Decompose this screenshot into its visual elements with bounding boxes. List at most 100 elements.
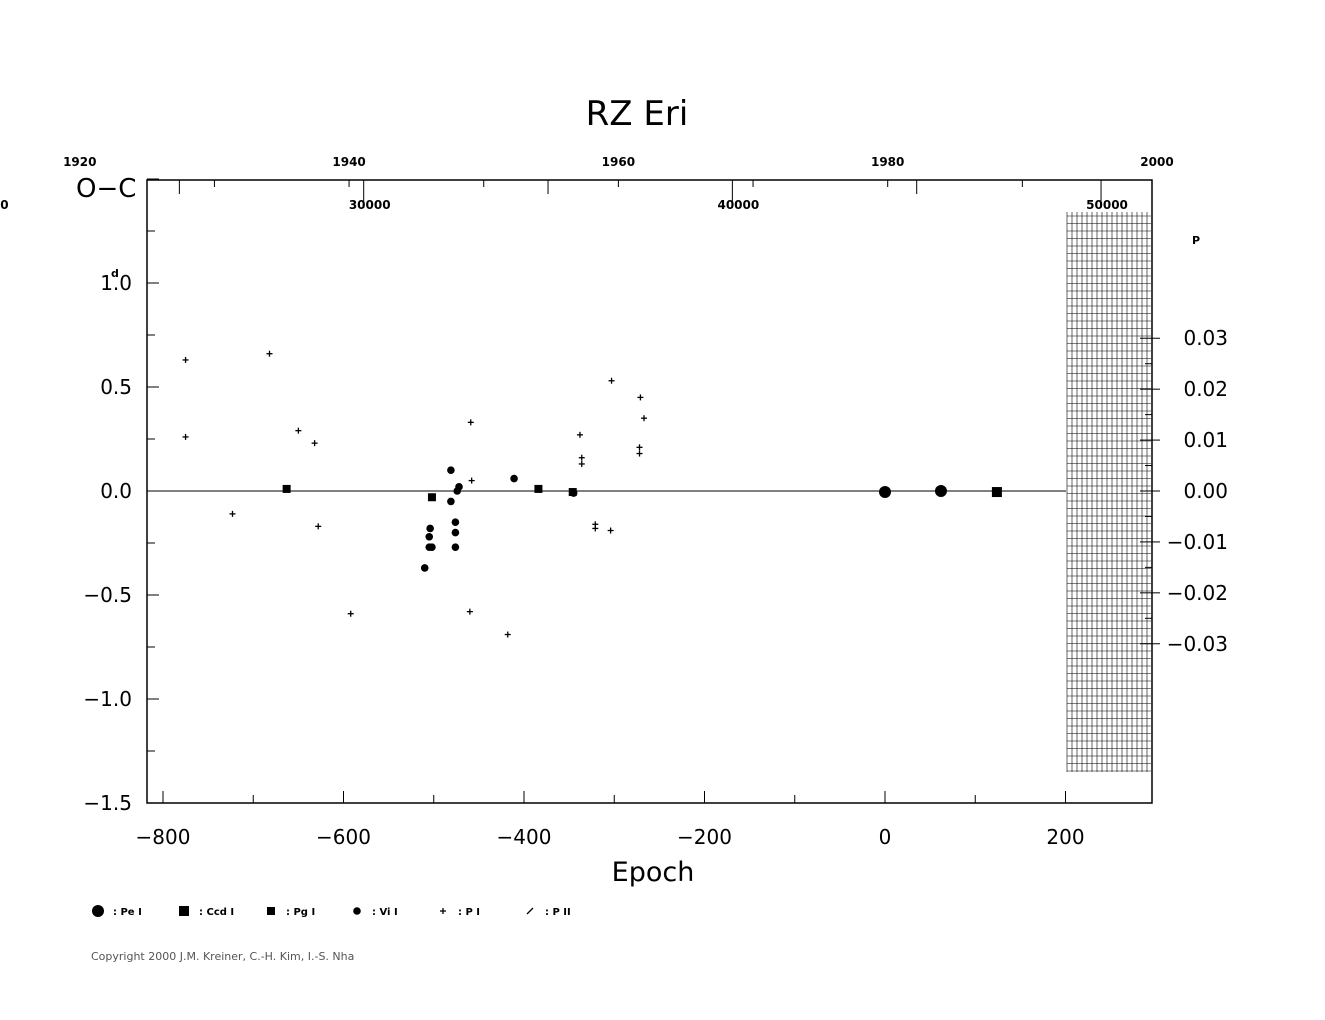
legend-entry: : Ccd I [179,906,234,918]
data-point [311,440,318,447]
x-tick-label: 0 [879,825,892,849]
data-point [578,454,585,461]
data-point [182,356,189,363]
axis-ticks [147,178,1160,804]
data-point [282,484,291,493]
year-tick-label: 1920 [63,155,96,169]
legend-entry: : P I [440,907,480,918]
data-point [879,486,891,499]
data-point [637,394,644,401]
y-unit-label: d [111,267,119,280]
year-tick-label: 1960 [602,155,635,169]
y-tick-label: −1.5 [83,791,132,815]
jd-tick-label: JD 2420000 [0,198,9,212]
data-point [534,484,543,493]
data-point [182,433,189,440]
data-point [347,610,354,617]
legend-label: : Pe I [113,907,142,918]
copyright-text: Copyright 2000 J.M. Kreiner, C.-H. Kim, … [91,950,354,963]
legend-label: : Pg I [286,907,315,918]
data-point [607,527,614,534]
right-unit-label: P [1192,234,1200,247]
y-tick-labels: −1.5 −1.0 −0.5 0.0 0.5 1.0 [83,271,132,815]
data-points [182,350,1002,638]
jd-tick-label: 40000 [717,198,759,212]
y-axis-label: O−C [76,174,136,204]
legend-entry: : P II [526,907,571,918]
data-point [608,377,615,384]
x-axis-label: Epoch [612,857,695,888]
legend-symbol [353,907,361,915]
data-point [576,431,583,438]
data-point [636,444,643,451]
x-tick-label: −600 [316,825,371,849]
chart-title: RZ Eri [586,94,689,134]
data-point [451,528,460,537]
right-tick-labels: 0.03 0.02 0.01 0.00 −0.01 −0.02 −0.03 [1167,326,1228,656]
right-tick-label: 0.00 [1183,479,1228,503]
right-tick-label: −0.03 [1167,632,1228,656]
data-point [426,524,434,533]
data-point [451,543,460,551]
data-point [592,525,599,532]
legend: : Pe I : Ccd I : Pg I : Vi I : P I : P II [92,905,571,918]
x-tick-label: −200 [677,825,732,849]
data-point [315,523,322,530]
data-point [636,450,643,457]
hatched-region [1066,212,1151,772]
legend-symbol [440,908,446,914]
x-tick-label: −800 [136,825,191,849]
data-point [455,483,463,491]
y-tick-label: −0.5 [83,583,132,607]
legend-symbol [179,906,189,916]
y-tick-label: −1.0 [83,687,132,711]
year-tick-labels: 190019201940196019802000 [63,155,1174,169]
data-point [468,477,475,484]
data-point [510,474,518,483]
legend-symbol [526,907,534,915]
data-point [578,460,585,467]
data-point [641,415,648,422]
data-point [504,631,511,638]
data-point [466,608,473,615]
data-point [428,543,436,551]
data-point [425,532,434,541]
legend-label: : Ccd I [199,907,234,918]
y-tick-label: 1.0 [100,271,132,295]
right-tick-label: 0.01 [1183,428,1228,452]
x-tick-label: 200 [1046,825,1084,849]
data-point [427,493,436,502]
data-point [266,350,273,357]
year-tick-label: 1940 [332,155,365,169]
right-tick-label: −0.01 [1167,530,1228,554]
right-tick-label: 0.02 [1183,377,1228,401]
x-tick-label: −400 [497,825,552,849]
data-point [295,427,302,434]
legend-symbol [267,907,275,915]
jd-tick-label: 50000 [1086,198,1128,212]
legend-label: : Vi I [372,907,398,918]
right-tick-label: −0.02 [1167,581,1228,605]
data-point [447,466,455,475]
data-point [569,489,578,497]
legend-symbol [92,905,104,917]
data-point [420,564,429,572]
legend-entry: : Pg I [267,907,315,918]
data-point [934,485,947,497]
data-point [991,487,1002,498]
right-tick-label: 0.03 [1183,326,1228,350]
data-point [451,518,460,526]
year-tick-label: 1980 [871,155,904,169]
jd-tick-labels: JD 2420000 30000 40000 50000 [0,198,1128,212]
year-tick-label: 2000 [1140,155,1173,169]
legend-label: : P I [458,907,480,918]
x-tick-labels: −800 −600 −400 −200 0 200 [136,825,1085,849]
data-point [467,419,474,426]
legend-entry: : Pe I [92,905,142,918]
jd-tick-label: 30000 [349,198,391,212]
legend-label: : P II [545,907,571,918]
data-point [447,497,455,506]
legend-entry: : Vi I [353,907,398,918]
y-tick-label: 0.5 [100,375,132,399]
